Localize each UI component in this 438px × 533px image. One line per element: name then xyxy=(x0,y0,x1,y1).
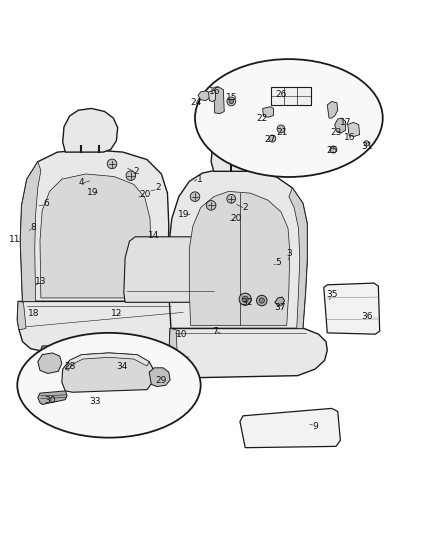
Text: 33: 33 xyxy=(89,397,100,406)
Polygon shape xyxy=(124,237,215,302)
Polygon shape xyxy=(40,174,151,298)
Text: 9: 9 xyxy=(312,422,318,431)
Text: 2: 2 xyxy=(133,167,139,176)
Text: 16: 16 xyxy=(209,87,220,96)
Polygon shape xyxy=(169,328,177,372)
Text: 6: 6 xyxy=(44,199,49,208)
Text: 22: 22 xyxy=(256,115,268,124)
Polygon shape xyxy=(17,302,191,352)
Text: 12: 12 xyxy=(111,309,122,318)
Text: 21: 21 xyxy=(277,127,288,136)
Polygon shape xyxy=(41,346,191,368)
Polygon shape xyxy=(211,125,271,171)
Polygon shape xyxy=(327,101,338,118)
Text: 10: 10 xyxy=(176,330,187,338)
Text: 34: 34 xyxy=(117,361,128,370)
Bar xyxy=(271,87,311,105)
Text: 37: 37 xyxy=(274,303,286,312)
Polygon shape xyxy=(17,302,26,330)
Text: 36: 36 xyxy=(362,312,373,321)
Polygon shape xyxy=(20,161,41,302)
Text: 31: 31 xyxy=(361,142,372,151)
Text: 26: 26 xyxy=(276,91,287,100)
Circle shape xyxy=(227,195,236,203)
Text: 20: 20 xyxy=(139,190,151,199)
Circle shape xyxy=(277,125,285,133)
Circle shape xyxy=(257,295,267,306)
Polygon shape xyxy=(169,328,327,378)
Polygon shape xyxy=(38,353,62,374)
Text: 3: 3 xyxy=(286,249,292,258)
Circle shape xyxy=(239,293,251,305)
Polygon shape xyxy=(335,118,346,133)
Polygon shape xyxy=(198,91,209,101)
Text: 16: 16 xyxy=(344,133,356,142)
Circle shape xyxy=(107,159,117,169)
Text: 24: 24 xyxy=(191,98,202,107)
Text: 25: 25 xyxy=(327,146,338,155)
Polygon shape xyxy=(289,188,307,328)
Circle shape xyxy=(259,298,265,303)
Text: 11: 11 xyxy=(9,235,21,244)
Circle shape xyxy=(269,135,276,142)
Polygon shape xyxy=(149,368,170,386)
Polygon shape xyxy=(324,283,380,334)
Text: 30: 30 xyxy=(44,396,55,405)
Text: 13: 13 xyxy=(35,277,46,286)
Text: 1: 1 xyxy=(197,175,202,184)
Polygon shape xyxy=(275,297,285,306)
Circle shape xyxy=(126,171,136,181)
Polygon shape xyxy=(189,191,290,326)
Polygon shape xyxy=(169,169,307,328)
Text: 2: 2 xyxy=(242,203,248,212)
Circle shape xyxy=(227,97,236,106)
Text: 2: 2 xyxy=(155,183,161,192)
Circle shape xyxy=(364,141,369,146)
Circle shape xyxy=(229,99,233,103)
Polygon shape xyxy=(208,90,215,101)
Text: 14: 14 xyxy=(148,231,159,240)
Ellipse shape xyxy=(195,59,383,177)
Circle shape xyxy=(330,146,337,153)
Text: 27: 27 xyxy=(265,135,276,144)
Polygon shape xyxy=(63,108,118,152)
Text: 19: 19 xyxy=(87,188,98,197)
Polygon shape xyxy=(240,408,340,448)
Text: 23: 23 xyxy=(330,127,342,136)
Polygon shape xyxy=(38,391,67,405)
Polygon shape xyxy=(20,149,169,302)
Polygon shape xyxy=(348,123,360,136)
Text: 15: 15 xyxy=(226,93,238,102)
Text: 5: 5 xyxy=(275,257,281,266)
Text: 32: 32 xyxy=(242,298,253,307)
Circle shape xyxy=(190,192,200,201)
Text: 29: 29 xyxy=(155,376,167,385)
Text: 19: 19 xyxy=(178,209,190,219)
Text: 18: 18 xyxy=(28,309,39,318)
Ellipse shape xyxy=(17,333,201,438)
Text: 20: 20 xyxy=(231,214,242,223)
Polygon shape xyxy=(65,353,149,370)
Text: 8: 8 xyxy=(31,223,36,232)
Circle shape xyxy=(206,200,216,210)
Text: 28: 28 xyxy=(64,362,75,372)
Text: 7: 7 xyxy=(212,327,218,336)
Polygon shape xyxy=(263,107,274,117)
Text: 17: 17 xyxy=(340,118,351,127)
Text: 35: 35 xyxy=(327,290,338,300)
Polygon shape xyxy=(62,353,154,392)
Polygon shape xyxy=(214,87,224,114)
Text: 4: 4 xyxy=(79,177,84,187)
Circle shape xyxy=(242,296,248,302)
